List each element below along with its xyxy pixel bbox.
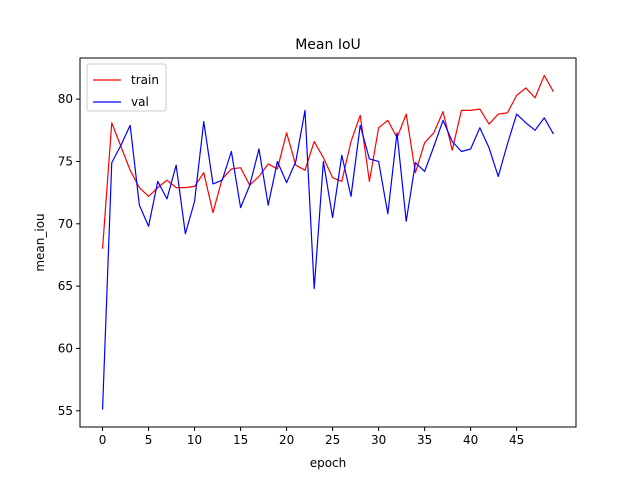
x-tick-label: 10 [187,433,202,447]
y-tick-label: 75 [58,154,73,168]
x-axis-label: epoch [310,456,347,470]
y-tick-label: 70 [58,217,73,231]
x-tick-label: 5 [145,433,153,447]
legend-box [86,63,167,112]
axes-frame [79,57,577,428]
y-axis-ticks: 55 60 65 70 75 80 [58,92,80,418]
x-tick-label: 0 [99,433,107,447]
x-tick-label: 30 [371,433,386,447]
x-tick-label: 15 [233,433,248,447]
y-axis-label: mean_iou [33,213,47,271]
legend-label-val: val [131,95,149,109]
series-line-train [101,74,554,249]
y-tick-label: 65 [58,279,73,293]
y-tick-label: 60 [58,341,73,355]
y-tick-label: 80 [58,92,73,106]
y-tick-label: 55 [58,404,73,418]
x-tick-label: 35 [417,433,432,447]
legend-label-train: train [131,73,159,87]
x-tick-label: 40 [463,433,478,447]
chart-title: Mean IoU [295,37,361,53]
x-axis-ticks: 0 5 10 15 20 25 30 35 40 45 [99,427,524,447]
x-tick-label: 45 [509,433,524,447]
series-line-val [101,109,554,410]
x-tick-label: 25 [325,433,340,447]
x-tick-label: 20 [279,433,294,447]
plot-area [101,74,554,410]
legend: train val [86,63,167,112]
